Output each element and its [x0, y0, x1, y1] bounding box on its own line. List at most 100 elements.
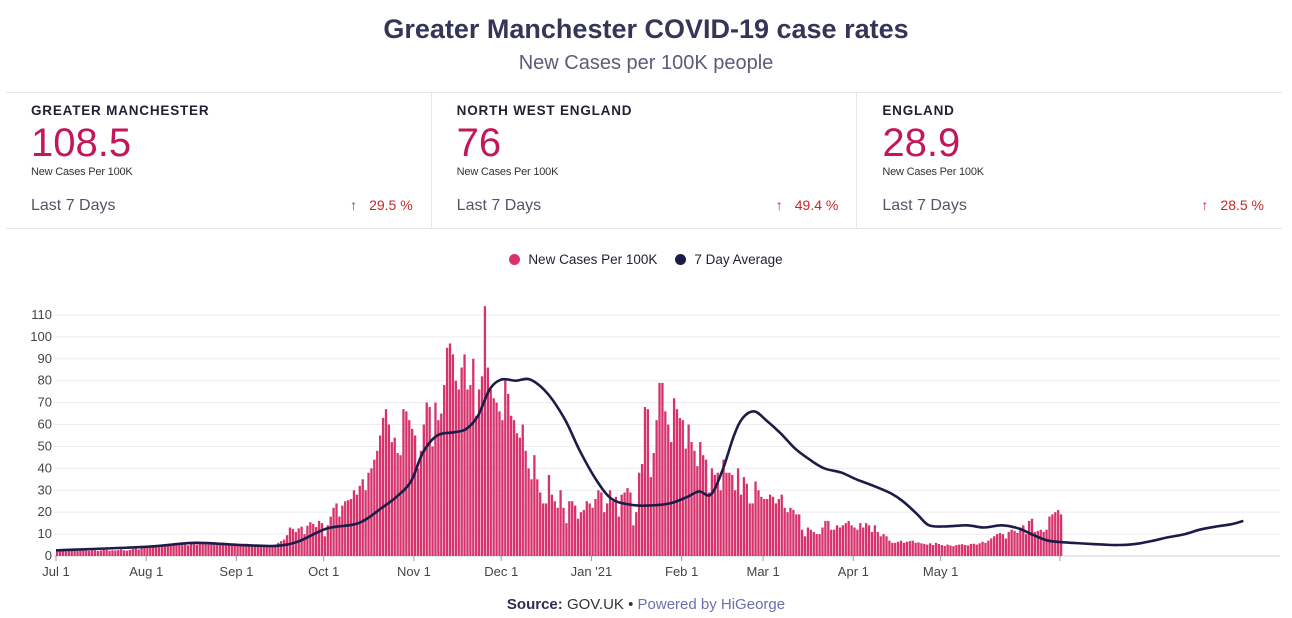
bar-new-cases [1016, 532, 1019, 556]
bar-new-cases [1059, 514, 1063, 556]
y-tick-label: 50 [38, 438, 52, 453]
bar-new-cases [678, 417, 682, 556]
bar-new-cases [533, 455, 536, 556]
bar-new-cases [518, 437, 521, 556]
bar-new-cases [489, 389, 492, 556]
bar-new-cases [934, 542, 938, 556]
bar-new-cases [847, 520, 850, 556]
bar-new-cases [512, 420, 516, 556]
legend-dot-icon [509, 254, 521, 265]
y-tick-label: 70 [38, 395, 52, 410]
bar-new-cases [812, 531, 815, 556]
bar-new-cases [588, 503, 591, 556]
bar-new-cases [341, 505, 344, 556]
bar-new-cases [154, 546, 158, 556]
bar-new-cases [961, 544, 964, 556]
bar-new-cases [841, 525, 845, 556]
bar-new-cases [466, 389, 469, 556]
bar-new-cases [67, 550, 70, 556]
bar-new-cases [742, 477, 746, 556]
bar-new-cases [376, 450, 379, 556]
stat-value: 108.5 [31, 121, 132, 165]
bar-new-cases [748, 503, 751, 556]
bar-new-cases [431, 446, 434, 556]
bar-new-cases [163, 544, 166, 556]
bar-new-cases [90, 550, 94, 556]
bar-new-cases [157, 547, 161, 556]
bar-new-cases [620, 494, 623, 556]
bar-new-cases [867, 525, 871, 556]
bar-new-cases [687, 424, 690, 556]
x-tick-label: Feb 1 [665, 564, 698, 579]
bar-new-cases [501, 420, 504, 556]
bar-new-cases [358, 485, 361, 556]
bar-new-cases [515, 433, 519, 556]
bar-new-cases [149, 546, 152, 556]
bar-new-cases [591, 507, 594, 556]
bar-new-cases [672, 398, 676, 556]
bar-new-cases [635, 512, 638, 556]
bar-new-cases [250, 546, 254, 556]
bar-new-cases [568, 501, 571, 556]
bar-new-cases [675, 409, 679, 556]
bar-new-cases [736, 468, 740, 556]
legend-item-new-cases[interactable]: New Cases Per 100K [509, 252, 657, 267]
bar-new-cases [693, 450, 696, 556]
bar-new-cases [565, 523, 568, 556]
bar-new-cases [719, 490, 722, 556]
bar-new-cases [684, 448, 687, 556]
bar-new-cases [576, 518, 580, 556]
bar-new-cases [760, 496, 763, 556]
bar-new-cases [172, 543, 175, 556]
bar-new-cases [309, 522, 312, 556]
bar-new-cases [539, 492, 542, 556]
bar-new-cases [434, 402, 437, 556]
x-tick-label: Nov 1 [397, 564, 431, 579]
bar-new-cases [1025, 534, 1028, 556]
bar-new-cases [280, 541, 283, 556]
bar-new-cases [242, 544, 245, 556]
bar-new-cases [899, 540, 903, 556]
bar-new-cases [600, 492, 603, 556]
legend-dot-icon [675, 254, 687, 265]
bar-new-cases [405, 411, 408, 556]
bar-new-cases [605, 503, 609, 556]
bar-new-cases [544, 503, 548, 556]
bar-new-cases [966, 545, 970, 556]
bar-new-cases [832, 529, 836, 556]
bar-new-cases [218, 543, 222, 556]
bar-new-cases [131, 548, 134, 556]
legend-item-7-day-average[interactable]: 7 Day Average [675, 252, 783, 267]
chart-subtitle: New Cases per 100K people [518, 52, 774, 74]
bar-new-cases [108, 550, 111, 556]
bar-new-cases [282, 539, 286, 556]
bar-new-cases [768, 494, 772, 556]
bar-new-cases [1045, 529, 1048, 556]
bar-new-cases [216, 544, 219, 556]
bar-new-cases [79, 550, 82, 556]
bar-new-cases [274, 544, 277, 556]
bar-new-cases [492, 398, 495, 556]
bar-new-cases [655, 420, 658, 556]
stat-change: ↑ 49.4 % [776, 197, 839, 213]
bar-new-cases [917, 542, 920, 556]
bar-new-cases [134, 548, 137, 556]
bar-new-cases [955, 545, 958, 556]
y-tick-label: 40 [38, 460, 52, 475]
bar-new-cases [204, 544, 207, 556]
bar-new-cases [192, 542, 196, 556]
stat-period: Last 7 Days [31, 197, 116, 214]
bar-new-cases [1007, 531, 1010, 556]
bar-new-cases [614, 496, 618, 556]
bar-new-cases [699, 442, 702, 556]
bar-new-cases [1027, 520, 1031, 556]
bar-new-cases [440, 413, 443, 556]
bar-new-cases [728, 472, 731, 556]
bar-new-cases [73, 549, 76, 556]
bar-new-cases [824, 520, 827, 556]
bar-new-cases [463, 354, 466, 556]
bar-new-cases [1051, 514, 1054, 556]
bar-new-cases [312, 524, 315, 556]
powered-by-link[interactable]: Powered by HiGeorge [637, 596, 786, 613]
bar-new-cases [582, 509, 586, 556]
